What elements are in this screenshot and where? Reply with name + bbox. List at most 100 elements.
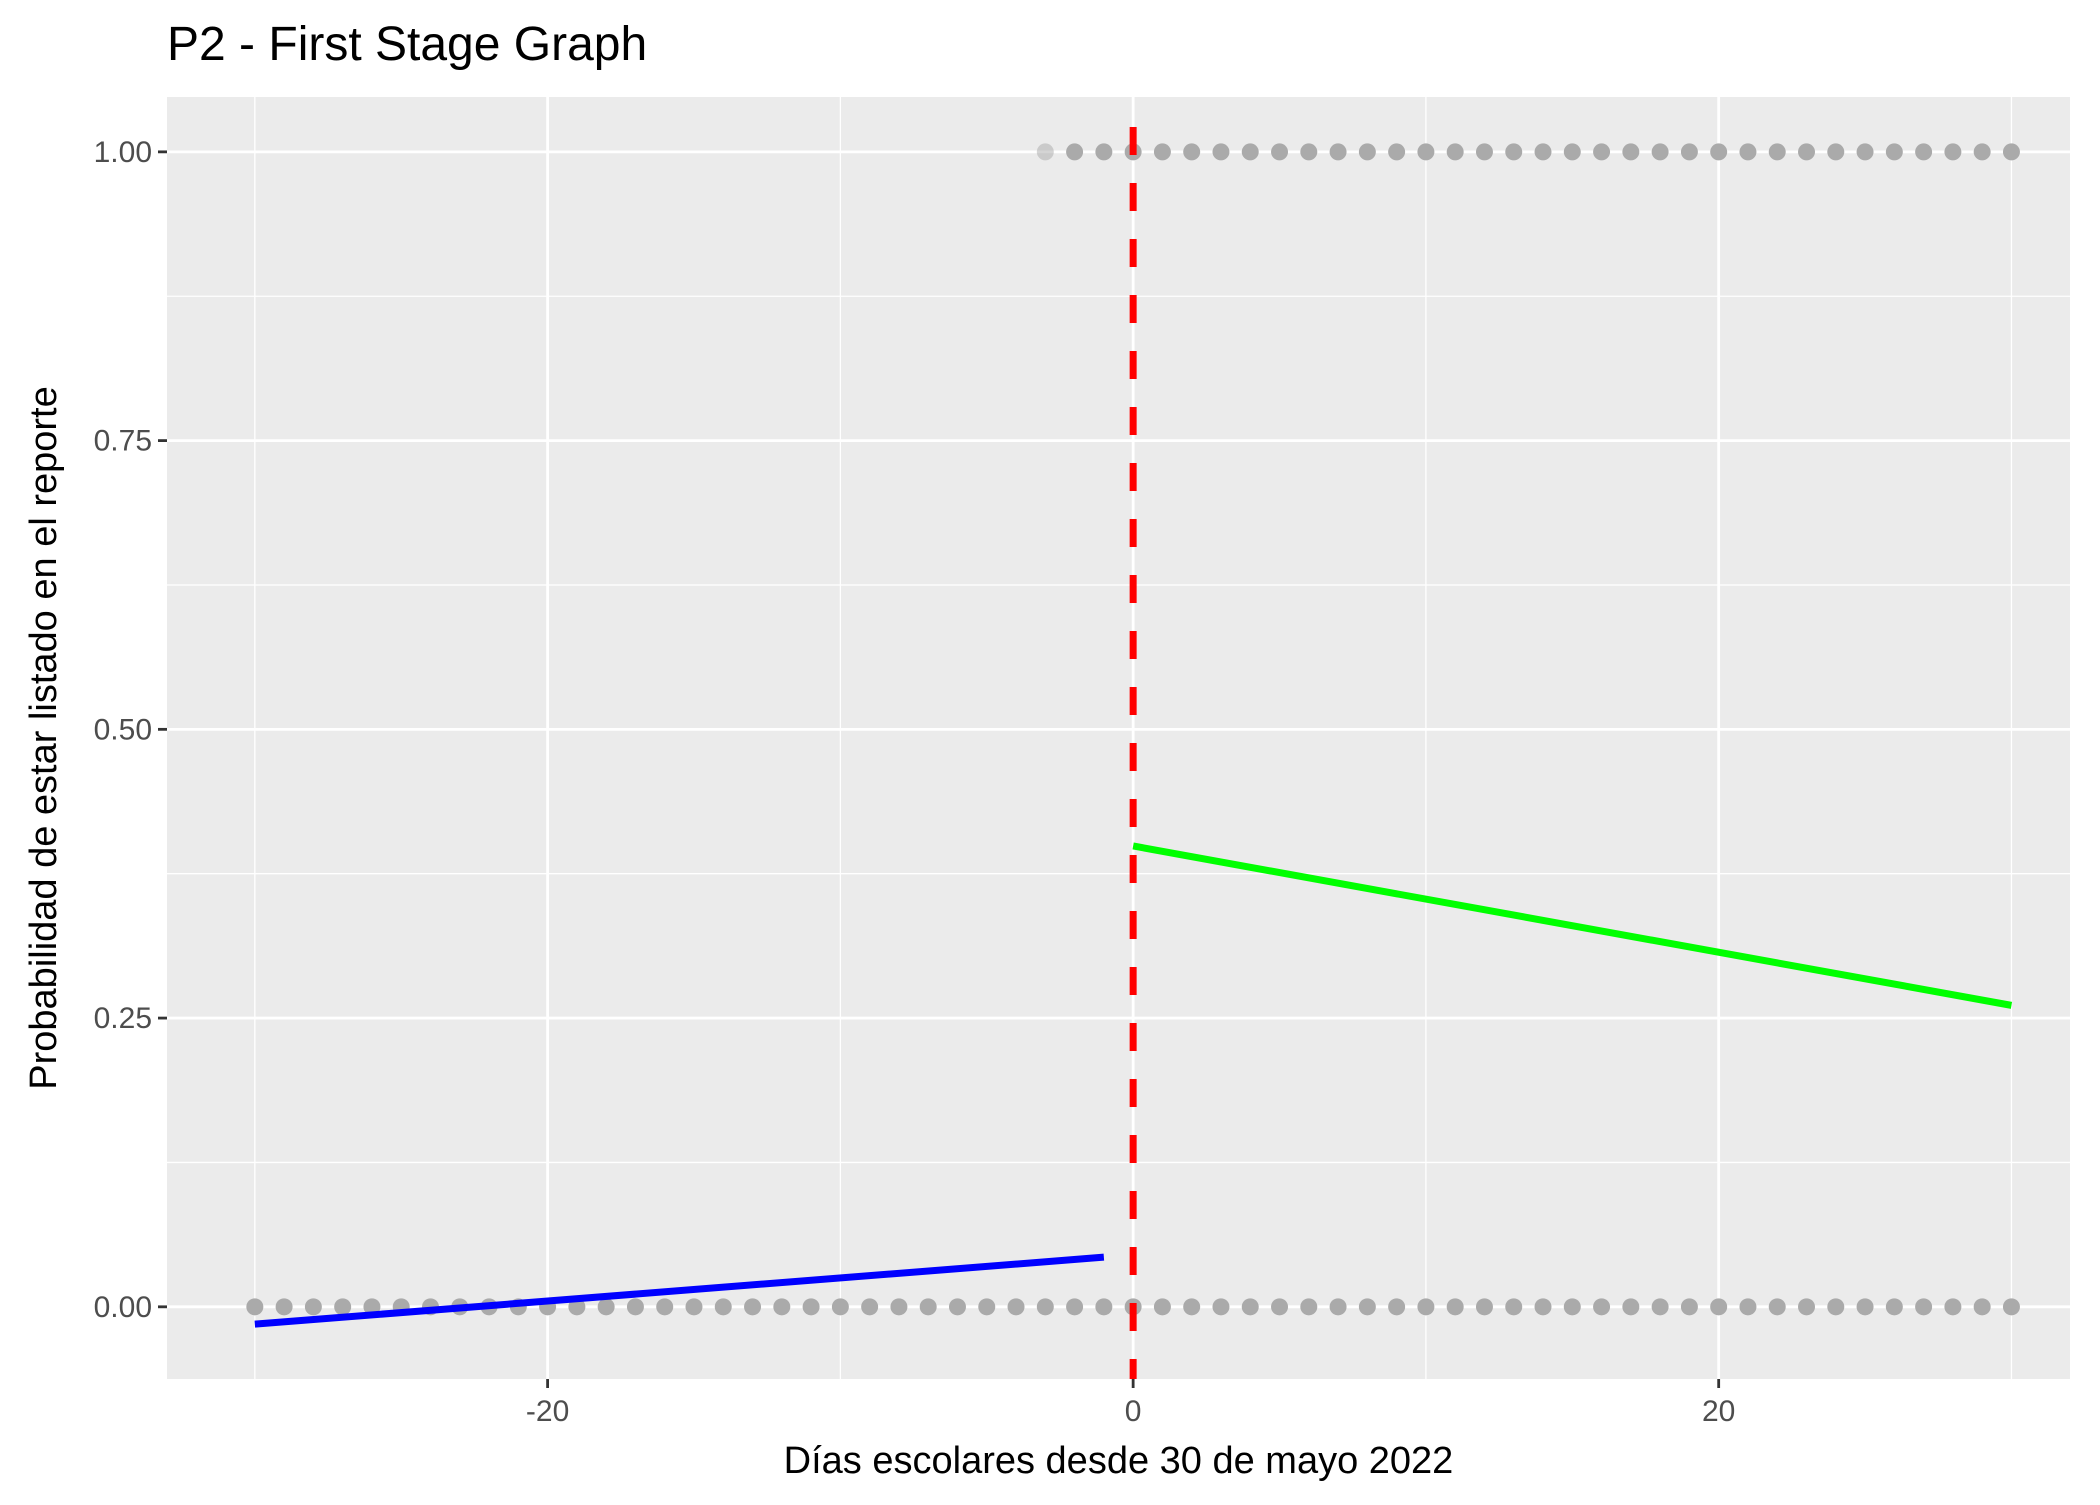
scatter-point	[2002, 143, 2020, 161]
scatter-point	[1973, 1298, 1991, 1316]
scatter-point	[1300, 1298, 1318, 1316]
scatter-point	[1036, 1298, 1054, 1316]
scatter-point	[1417, 1298, 1435, 1316]
scatter-point	[1622, 143, 1640, 161]
scatter-point	[1095, 143, 1113, 161]
y-tick-label: 0.75	[94, 425, 152, 458]
scatter-point	[1153, 143, 1171, 161]
scatter-point	[1329, 1298, 1347, 1316]
scatter-point	[334, 1298, 352, 1316]
scatter-point	[1329, 143, 1347, 161]
scatter-point	[1388, 1298, 1406, 1316]
y-tick-label: 0.00	[94, 1291, 152, 1324]
scatter-point	[1095, 1298, 1113, 1316]
x-tick-label: 0	[1125, 1395, 1142, 1428]
scatter-point	[656, 1298, 674, 1316]
scatter-point	[1798, 143, 1816, 161]
scatter-point	[861, 1298, 879, 1316]
scatter-point	[1271, 143, 1289, 161]
scatter-point	[948, 1298, 966, 1316]
scatter-point	[1827, 1298, 1845, 1316]
scatter-point	[1505, 1298, 1523, 1316]
scatter-point	[978, 1298, 996, 1316]
fit-lines-layer	[254, 127, 2013, 1379]
scatter-point	[1300, 143, 1318, 161]
scatter-point	[1241, 1298, 1259, 1316]
scatter-point	[890, 1298, 908, 1316]
scatter-point	[304, 1298, 322, 1316]
scatter-point	[2002, 1298, 2020, 1316]
scatter-point	[1007, 1298, 1025, 1316]
scatter-point	[744, 1298, 762, 1316]
scatter-point	[1475, 1298, 1493, 1316]
scatter-point	[1358, 143, 1376, 161]
scatter-point	[1680, 1298, 1698, 1316]
scatter-point	[1944, 1298, 1962, 1316]
scatter-point	[1241, 143, 1259, 161]
y-tick-label: 1.00	[94, 136, 152, 169]
scatter-point	[1563, 143, 1581, 161]
scatter-point	[1710, 1298, 1728, 1316]
chart-title: P2 - First Stage Graph	[167, 18, 647, 71]
scatter-point	[1973, 143, 1991, 161]
scatter-point	[1710, 143, 1728, 161]
fit-line	[254, 1253, 1105, 1328]
scatter-point	[1680, 143, 1698, 161]
y-axis-title: Probabilidad de estar listado en el repo…	[23, 386, 65, 1089]
scatter-point	[1153, 1298, 1171, 1316]
scatter-point	[919, 1298, 937, 1316]
x-axis-title: Días escolares desde 30 de mayo 2022	[784, 1440, 1454, 1482]
scatter-point	[1856, 1298, 1874, 1316]
scatter-point	[1944, 143, 1962, 161]
scatter-point	[685, 1298, 703, 1316]
scatter-point	[1534, 143, 1552, 161]
scatter-point	[1739, 143, 1757, 161]
scatter-point	[1651, 143, 1669, 161]
scatter-point	[1563, 1298, 1581, 1316]
scatter-point	[1622, 1298, 1640, 1316]
scatter-point	[714, 1298, 732, 1316]
scatter-point	[831, 1298, 849, 1316]
scatter-point	[1651, 1298, 1669, 1316]
scatter-point	[1417, 143, 1435, 161]
scatter-point	[1768, 1298, 1786, 1316]
scatter-point	[626, 1298, 644, 1316]
x-tick-label: -20	[526, 1395, 569, 1428]
scatter-point	[1534, 1298, 1552, 1316]
scatter-point	[1388, 143, 1406, 161]
y-tick-label: 0.25	[94, 1002, 152, 1035]
scatter-point	[1066, 143, 1084, 161]
scatter-point	[1183, 1298, 1201, 1316]
scatter-point	[1798, 1298, 1816, 1316]
scatter-point	[1475, 143, 1493, 161]
scatter-point	[802, 1298, 820, 1316]
points-layer	[246, 143, 2020, 1316]
scatter-point	[1593, 143, 1611, 161]
scatter-point	[1856, 143, 1874, 161]
scatter-point	[1036, 143, 1054, 161]
scatter-point	[1446, 1298, 1464, 1316]
scatter-point	[275, 1298, 293, 1316]
scatter-point	[1885, 143, 1903, 161]
scatter-point	[1593, 1298, 1611, 1316]
scatter-point	[1885, 1298, 1903, 1316]
plot-panel	[167, 97, 2070, 1379]
scatter-point	[246, 1298, 264, 1316]
scatter-point	[1768, 143, 1786, 161]
scatter-point	[773, 1298, 791, 1316]
scatter-point	[1183, 143, 1201, 161]
scatter-point	[1446, 143, 1464, 161]
y-tick-label: 0.50	[94, 713, 152, 746]
scatter-point	[1212, 143, 1230, 161]
x-tick-label: 20	[1702, 1395, 1735, 1428]
scatter-point	[1271, 1298, 1289, 1316]
scatter-point	[1212, 1298, 1230, 1316]
scatter-point	[1915, 143, 1933, 161]
scatter-point	[1915, 1298, 1933, 1316]
scatter-point	[1066, 1298, 1084, 1316]
fit-line	[1132, 842, 2013, 1009]
scatter-point	[1505, 143, 1523, 161]
axis-layer: 0.00 0.25 0.50 0.75 1.00 -20 0 20	[94, 136, 1736, 1428]
